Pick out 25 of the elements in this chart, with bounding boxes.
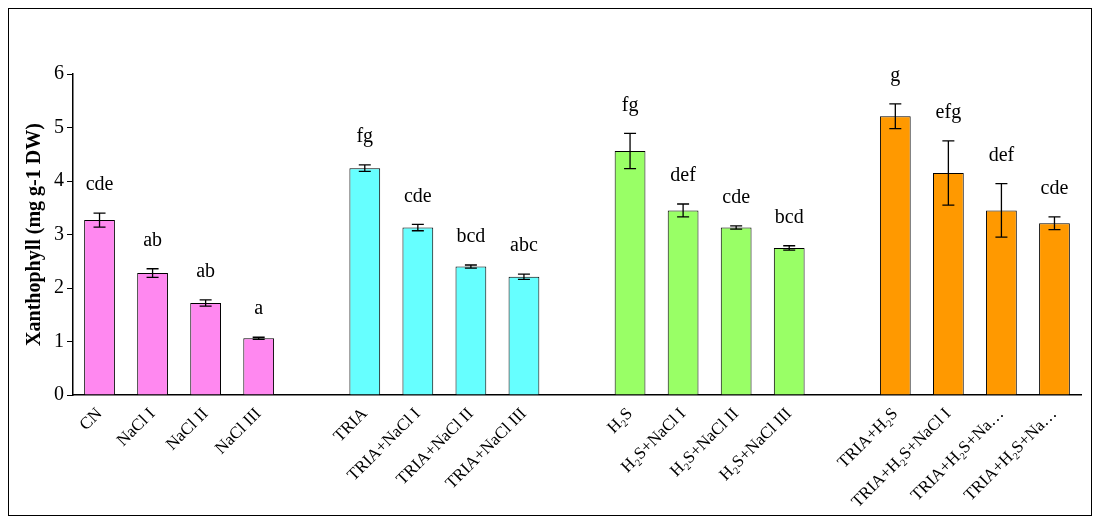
data-label: fg	[621, 92, 639, 116]
data-label: a	[254, 296, 264, 319]
y-tick-label: 4	[54, 168, 64, 191]
data-label: ab	[143, 228, 163, 251]
data-label: bcd	[456, 224, 486, 247]
data-label: fg	[356, 124, 374, 148]
y-tick-label: 6	[54, 61, 64, 84]
data-label: cde	[85, 172, 114, 195]
y-tick-label: 1	[54, 328, 64, 351]
data-label: g	[890, 63, 901, 87]
data-label: efg	[935, 100, 962, 124]
data-label: def	[670, 163, 697, 186]
x-tick-label: CN	[75, 403, 106, 434]
y-tick-label: 2	[54, 275, 64, 298]
data-label: bcd	[774, 205, 804, 227]
data-label: cde	[403, 183, 432, 206]
data-label: cde	[1040, 176, 1069, 199]
data-label: cde	[722, 185, 751, 208]
y-axis-title: Xanthophyll (mg g-1 DW)	[22, 123, 46, 346]
data-label: ab	[196, 259, 216, 282]
y-tick-label: 5	[54, 114, 64, 137]
y-tick-label: 0	[54, 382, 64, 405]
data-label: def	[988, 142, 1015, 165]
y-tick-label: 3	[54, 221, 64, 244]
data-label: abc	[510, 233, 538, 256]
